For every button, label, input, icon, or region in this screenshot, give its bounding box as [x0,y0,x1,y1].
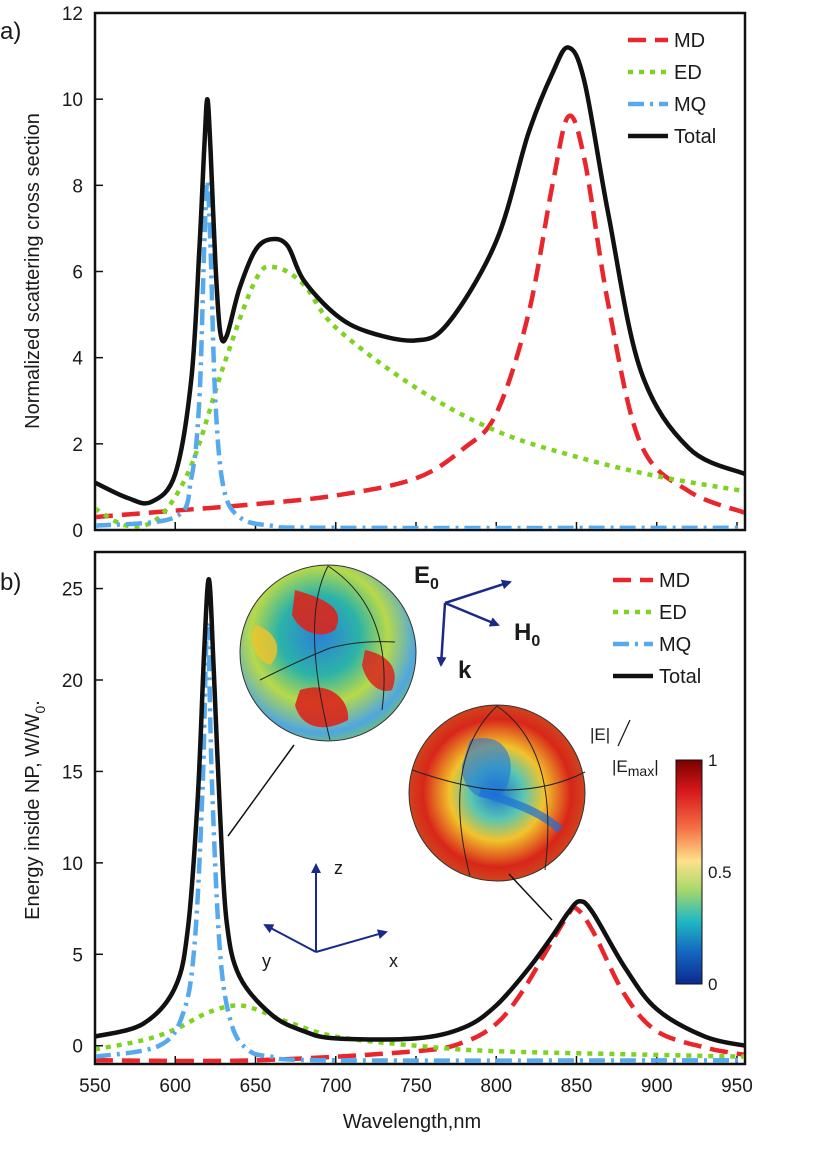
x-tick-label: 900 [641,1076,673,1097]
x-axis-label: Wavelength,nm [343,1111,481,1133]
legend-label-total: Total [659,666,701,688]
z-axis-letter: z [334,858,343,878]
x-tick-label: 550 [79,1076,111,1097]
legend-label-md: MD [659,570,690,592]
series-line-mq [96,178,744,529]
y-tick-label: 15 [62,762,83,783]
x-axis-arrow [315,929,388,953]
y-tick-label: 10 [62,90,83,111]
colorbar-label-den: |Emax| [612,757,659,779]
y-tick-label: 25 [62,580,83,601]
x-ticks-b: 550 600 650 700 750 800 850 900 950 [79,1056,753,1097]
plot-frame-a [93,11,747,532]
panel-label-b: b) [0,569,21,596]
legend-label-mq: MQ [659,634,691,656]
y-tick-label: 5 [72,945,83,966]
chart-panel-a: 0 2 4 6 8 10 12 MD ED MQ Total Normalized scatter… [22,4,747,542]
legend-label-ed: ED [674,62,702,84]
pointer-line-1 [227,744,295,837]
y-tick-label: 4 [72,349,83,370]
x-tick-label: 700 [320,1076,352,1097]
colorbar-tick-mid: 0.5 [708,863,732,882]
e-field-label: E0 [414,562,439,593]
k-vector-label: k [458,657,472,684]
colorbar-tick-min: 0 [708,975,717,994]
y-tick-label: 0 [72,521,83,542]
e-field-arrow [444,579,512,605]
y-tick-label: 12 [62,4,83,25]
x-tick-label: 950 [721,1076,753,1097]
pointer-line-2 [508,873,553,921]
x-axis-letter: x [389,951,398,971]
panel-label-a: a) [0,18,21,45]
colorbar-label-num: |E| [590,725,610,744]
y-axis-label-a: Normalized scattering cross section [22,113,44,429]
series-line-md [96,113,744,520]
y-tick-label: 2 [72,435,83,456]
y-axis-label-b-sub: 0 [32,705,48,713]
legend-label-mq: MQ [674,94,706,116]
x-tick-label: 650 [240,1076,272,1097]
y-axis-arrow [263,924,317,953]
y-axis-label-b-main: Energy inside NP, W/W [22,713,44,919]
y-tick-label: 0 [72,1037,83,1058]
y-axis-label-b: Energy inside NP, W/W0. [22,700,48,920]
colorbar-tick-max: 1 [708,751,717,770]
series-line-total [96,45,744,506]
h-field-label: H0 [514,619,540,650]
series-line-md [96,904,744,1063]
x-tick-label: 850 [561,1076,593,1097]
legend-b: MD ED MQ Total [613,570,701,688]
y-tick-label: 6 [72,263,83,284]
series-line-mq [96,622,744,1063]
y-tick-label: 8 [72,176,83,197]
curves-b [96,577,744,1063]
curves-a [96,45,744,529]
legend-label-ed: ED [659,602,687,624]
y-axis-label-b-tail: . [22,700,44,706]
plot-frame-b [93,550,747,1066]
colorbar-label-slash [617,719,631,747]
x-tick-label: 750 [400,1076,432,1097]
coordinate-axes: z y x [262,858,398,971]
y-tick-label: 20 [62,671,83,692]
y-tick-label: 10 [62,854,83,875]
x-tick-label: 600 [159,1076,191,1097]
incident-field-vectors: E0 H0 k [414,562,540,684]
legend-label-md: MD [674,30,705,52]
y-ticks-a: 0 2 4 6 8 10 12 [62,4,103,542]
legend-label-total: Total [674,126,716,148]
legend-a: MD ED MQ Total [628,30,716,148]
h-field-arrow [444,601,500,627]
field-sphere-md [408,704,586,882]
colorbar-gradient [675,759,703,985]
field-sphere-mq [239,564,417,742]
colorbar: 1 0.5 0 |E| |Emax| [590,719,732,994]
k-vector-arrow [436,602,447,667]
y-axis-letter: y [262,951,271,971]
x-tick-label: 800 [480,1076,512,1097]
series-line-total [96,577,744,1048]
series-line-ed [96,264,744,529]
y-ticks-b: 0 5 10 15 20 25 [62,580,103,1058]
